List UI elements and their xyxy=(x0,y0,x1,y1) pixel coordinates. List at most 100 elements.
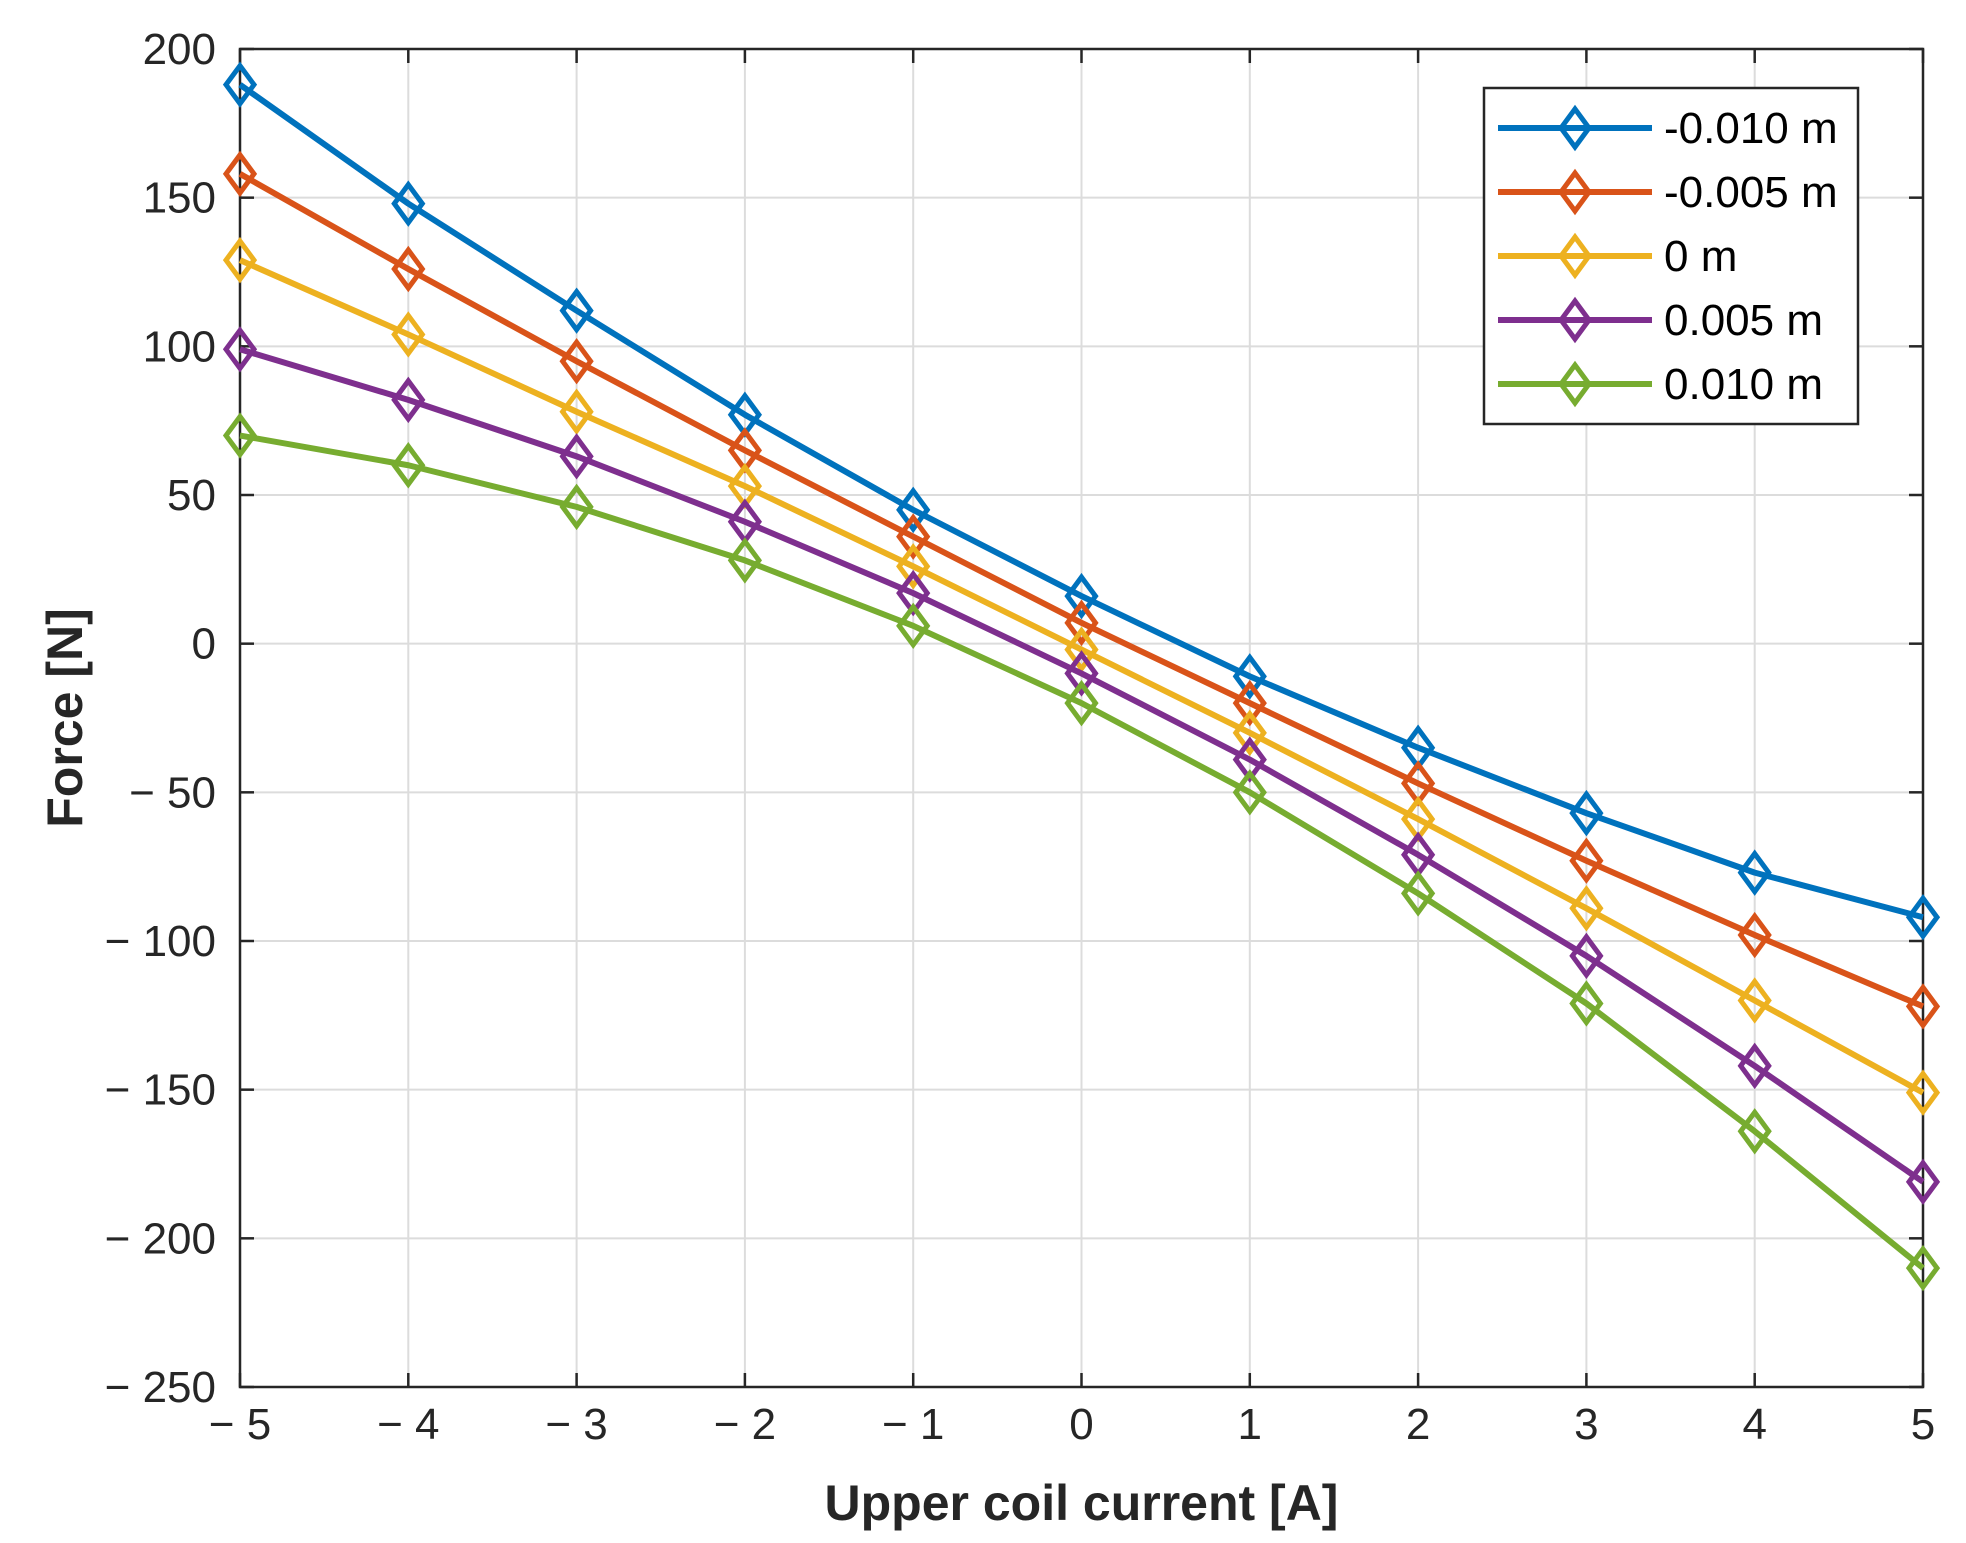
axis-ticks xyxy=(238,47,1925,1389)
data-point-marker xyxy=(391,311,426,358)
legend-diamond-marker xyxy=(1557,232,1593,280)
legend-label: 0 m xyxy=(1664,232,1737,281)
legend-item: -0.010 m xyxy=(1498,104,1838,153)
data-point-marker xyxy=(896,569,931,617)
data-point-marker xyxy=(391,180,426,227)
series-line xyxy=(239,346,1925,1185)
data-point-marker xyxy=(1569,789,1604,837)
y-tick-label: 0 xyxy=(192,620,216,669)
y-tick-label: 200 xyxy=(143,25,216,74)
legend-label: -0.010 m xyxy=(1664,104,1838,153)
x-tick-label: − 4 xyxy=(377,1400,439,1449)
x-tick-label: − 1 xyxy=(882,1400,944,1449)
data-point-marker xyxy=(222,61,258,108)
y-tick-label: 50 xyxy=(167,471,216,520)
data-point-marker xyxy=(222,150,258,198)
x-tick-label: − 2 xyxy=(714,1400,776,1449)
y-tick-label: − 100 xyxy=(105,917,216,966)
data-point-marker xyxy=(896,602,931,650)
legend-label: 0.005 m xyxy=(1664,296,1823,345)
x-tick-label: − 3 xyxy=(545,1400,607,1449)
legend-item: 0.010 m xyxy=(1498,360,1823,409)
data-point-marker xyxy=(1569,885,1604,932)
legend: -0.010 m -0.005 m 0 m 0.005 m 0.010 m xyxy=(1482,86,1860,426)
data-point-marker xyxy=(1569,837,1604,884)
legend-diamond-marker xyxy=(1557,360,1593,408)
data-point-marker xyxy=(896,486,931,534)
data-point-marker xyxy=(559,433,594,480)
data-point-marker xyxy=(1064,679,1099,727)
data-point-marker xyxy=(1737,977,1772,1024)
legend-diamond-marker xyxy=(1557,168,1593,216)
data-series xyxy=(222,61,1941,1292)
legend-diamond-marker xyxy=(1557,104,1593,152)
y-tick-label: − 150 xyxy=(105,1066,216,1115)
legend-item: -0.005 m xyxy=(1498,168,1838,217)
x-tick-label: 4 xyxy=(1742,1400,1766,1449)
data-point-marker xyxy=(1905,1158,1941,1206)
series-2 xyxy=(222,236,1941,1116)
data-point-marker xyxy=(1064,572,1099,620)
data-point-marker xyxy=(1232,679,1267,727)
data-point-marker xyxy=(1232,653,1267,700)
legend-label: 0.010 m xyxy=(1664,360,1823,409)
data-point-marker xyxy=(559,483,594,531)
data-point-marker xyxy=(391,376,426,424)
legend-label: -0.005 m xyxy=(1664,168,1838,217)
series-line xyxy=(238,257,1925,1096)
data-point-marker xyxy=(1064,599,1099,647)
data-point-marker xyxy=(1905,893,1941,941)
data-point-marker xyxy=(727,537,763,584)
data-point-marker xyxy=(1232,736,1267,783)
data-point-marker xyxy=(222,326,258,373)
data-point-marker xyxy=(1064,650,1099,697)
series-4 xyxy=(222,412,1941,1292)
data-point-marker xyxy=(896,543,931,590)
series-0 xyxy=(222,61,1941,941)
data-point-marker xyxy=(559,337,594,385)
series-line xyxy=(238,171,1925,1010)
data-point-marker xyxy=(1905,1244,1941,1292)
x-tick-label: − 5 xyxy=(209,1400,271,1449)
data-point-marker xyxy=(1905,983,1941,1030)
data-point-marker xyxy=(559,287,594,334)
y-tick-label: 100 xyxy=(143,322,216,371)
data-point-marker xyxy=(1737,849,1772,896)
data-point-marker xyxy=(222,412,258,459)
y-tick-label: − 250 xyxy=(105,1363,216,1412)
x-tick-label: 2 xyxy=(1406,1400,1430,1449)
x-tick-label: 3 xyxy=(1574,1400,1598,1449)
x-tick-label: 1 xyxy=(1238,1400,1262,1449)
legend-diamond-marker xyxy=(1557,296,1593,344)
x-tick-label: 5 xyxy=(1911,1400,1935,1449)
data-point-marker xyxy=(1569,980,1604,1027)
data-point-marker xyxy=(1232,709,1267,757)
x-axis-label: Upper coil current [A] xyxy=(825,1475,1339,1531)
y-tick-label: 150 xyxy=(143,174,216,223)
data-point-marker xyxy=(391,442,426,489)
data-point-marker xyxy=(391,245,426,293)
series-1 xyxy=(222,150,1941,1030)
data-point-marker xyxy=(1569,932,1604,980)
series-line xyxy=(238,82,1924,921)
data-point-marker xyxy=(1737,1108,1772,1155)
data-point-marker xyxy=(1905,1069,1941,1116)
y-tick-label: − 200 xyxy=(105,1214,216,1263)
legend-item: 0 m xyxy=(1498,232,1737,281)
x-tick-labels: − 5 − 4 − 3 − 2 − 1 0 1 2 3 4 5 xyxy=(209,1400,1935,1449)
x-tick-label: 0 xyxy=(1069,1400,1093,1449)
data-point-marker xyxy=(1232,769,1267,816)
data-point-marker xyxy=(1064,626,1099,673)
y-tick-labels: 200 150 100 50 0 − 50 − 100 − 150 − 200 − 250 xyxy=(105,25,216,1412)
legend-item: 0.005 m xyxy=(1498,296,1823,345)
y-tick-label: − 50 xyxy=(129,768,216,817)
data-point-marker xyxy=(1400,870,1436,917)
y-axis-label: Force [N] xyxy=(37,608,93,827)
data-point-marker xyxy=(1737,911,1772,959)
data-point-marker xyxy=(1737,1042,1772,1090)
data-point-marker xyxy=(896,513,931,560)
data-point-marker xyxy=(222,236,258,284)
series-line xyxy=(239,432,1925,1271)
data-point-marker xyxy=(559,388,594,435)
